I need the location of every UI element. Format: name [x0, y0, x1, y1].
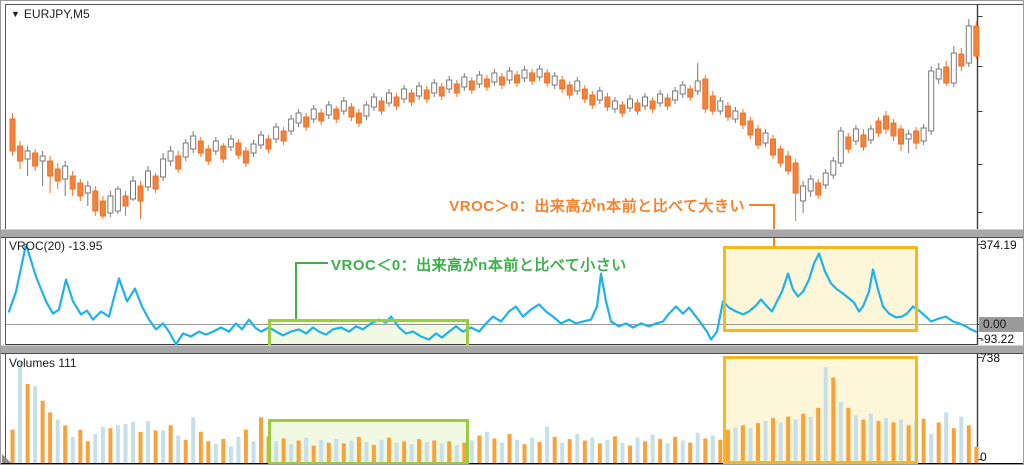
vroc-zero-level-badge: 0.00: [979, 317, 1023, 332]
symbol-selector[interactable]: ▼ EURJPY,M5: [11, 7, 90, 21]
vroc-positive-highlight-box: [723, 246, 918, 332]
volume-low-highlight-box: [268, 419, 469, 464]
vroc-negative-connector-v: [295, 262, 297, 319]
volumes-panel-label: Volumes 111: [9, 356, 77, 370]
panel-splitter-vroc-volumes[interactable]: [1, 345, 1023, 354]
panel-splitter-price-vroc[interactable]: [1, 229, 1023, 238]
vroc-positive-annotation: VROC＞0：出来高がn本前と比べて大きい: [449, 198, 745, 215]
vroc-axis-max-label: 374.19: [980, 238, 1017, 252]
vroc-positive-connector-h: [749, 204, 775, 206]
volume-axis-min-label: 0: [980, 450, 987, 464]
vroc-negative-connector-h: [295, 262, 328, 264]
vroc-positive-connector-v: [773, 204, 775, 246]
volume-axis-max-label: 738: [980, 351, 1001, 365]
volume-high-highlight-box: [723, 356, 918, 464]
symbol-label: EURJPY,M5: [23, 7, 90, 21]
vroc-panel-label: VROC(20) -13.95: [9, 239, 103, 253]
vroc-negative-annotation: VROC＜0：出来高がn本前と比べて小さい: [331, 257, 627, 274]
vroc-axis-min-label: -93.22: [980, 332, 1015, 346]
chevron-down-icon: ▼: [11, 9, 20, 19]
resize-grip[interactable]: [2, 454, 11, 463]
